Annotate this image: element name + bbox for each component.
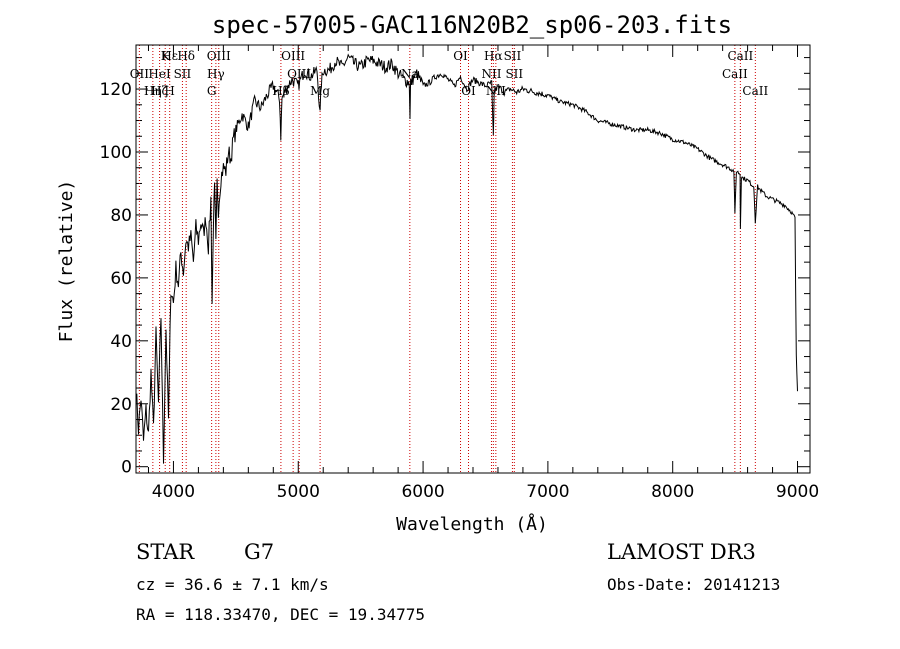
reference-line-label: SII [504,49,522,63]
reference-line-label: SII [505,67,523,81]
reference-line-label: HeI [148,67,171,81]
reference-line-label: OIII [281,49,305,63]
spectrum-series [135,53,798,464]
y-tick-label: 20 [110,395,132,415]
y-axis-label: Flux (relative) [56,180,77,343]
reference-line-label: NII [486,84,506,98]
y-tick-label: 80 [110,206,132,226]
reference-line-label: CaII [742,84,768,98]
y-tick-label: 120 [100,80,132,100]
reference-line-label: Hγ [207,67,225,81]
reference-line-label: SII [174,67,192,81]
reference-line-label: CaII [727,49,753,63]
x-tick-label: 7000 [526,482,569,502]
reference-line-label: CaII [722,67,748,81]
reference-line-label: Na [401,67,419,81]
y-tick-label: 40 [110,332,132,352]
reference-line-label: NII [481,67,501,81]
reference-line-label: OIII [207,49,231,63]
coordinates: RA = 118.33470, DEC = 19.34775 [136,605,425,624]
spectral-subclass: G7 [244,540,274,564]
y-tick-label: 100 [100,143,132,163]
x-axis-label: Wavelength (Å) [396,513,548,535]
reference-line-label: Hδ [177,49,195,63]
reference-line-label: Hα [484,49,503,63]
reference-line-label: K [161,49,171,63]
reference-line-label: OII [130,67,150,81]
survey-name: LAMOST DR3 [607,540,756,564]
reference-line-label: Hη [144,84,162,98]
reference-line-label: G [207,84,217,98]
reference-line-label: Hε [161,49,178,63]
x-tick-label: 8000 [651,482,694,502]
reference-line-label: OIII [287,67,311,81]
x-tick-label: 6000 [401,482,444,502]
x-tick-label: 4000 [152,482,195,502]
axis-ticks: 4000 5000 6000 7000 8000 9000 0 20 40 60 80 100 120 [100,45,819,502]
plot-frame [135,44,811,474]
x-tick-label: 5000 [277,482,320,502]
x-tick-label: 9000 [776,482,819,502]
object-class: STAR [136,540,195,564]
reference-line-label: Mg [310,84,330,98]
redshift-cz: cz = 36.6 ± 7.1 km/s [136,575,329,594]
y-tick-label: 0 [121,458,132,478]
observation-date: Obs-Date: 20141213 [607,575,780,594]
reference-line-label: H [164,84,174,98]
reference-line-label: Hζ [151,84,168,98]
y-tick-label: 60 [110,269,132,289]
reference-line-label: OI [453,49,468,63]
series-line-flux [135,53,798,464]
chart-title: spec-57005-GAC116N20B2_sp06-203.fits [212,11,732,39]
